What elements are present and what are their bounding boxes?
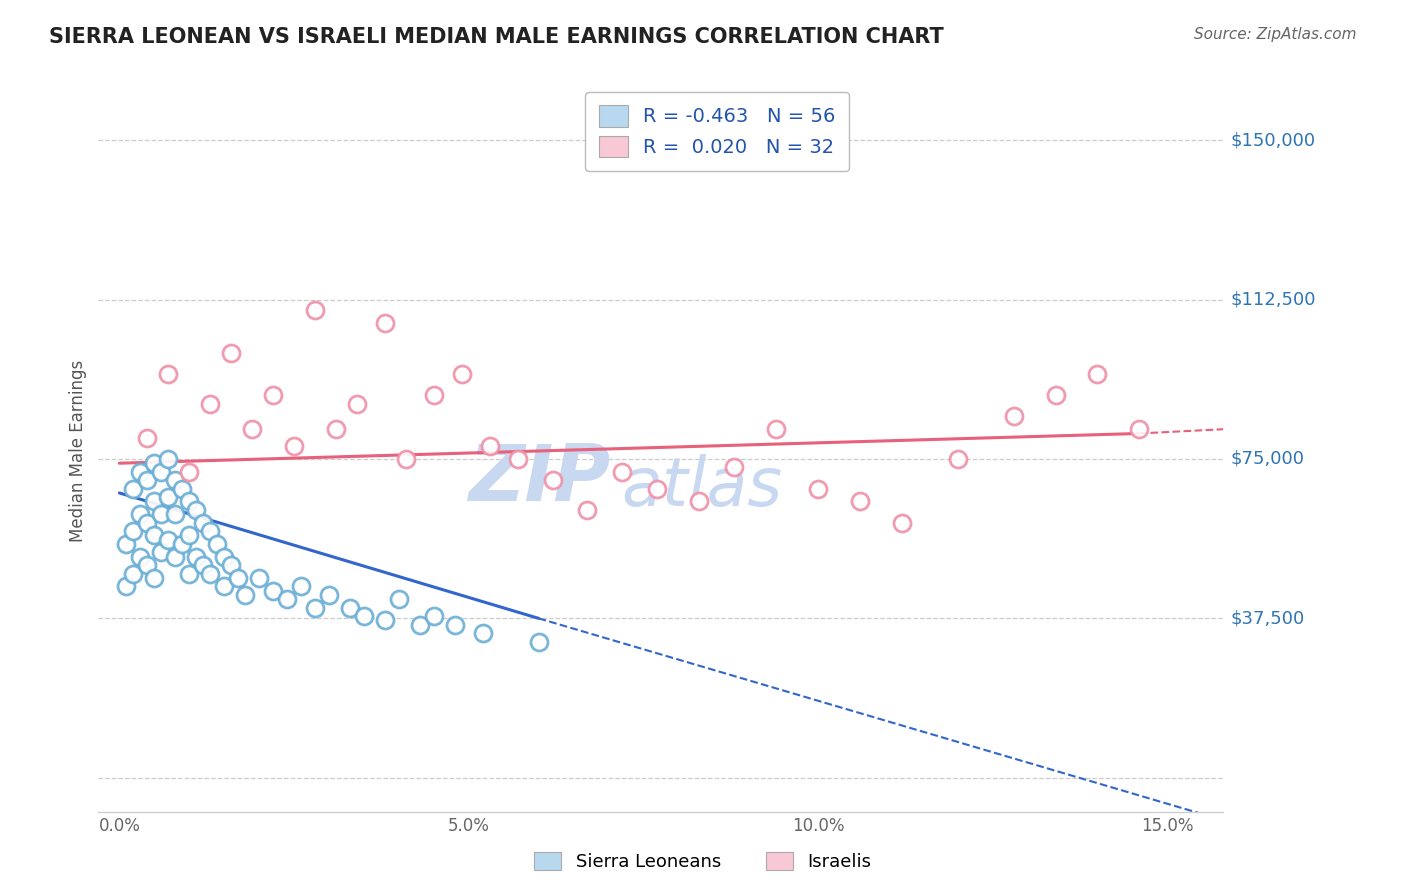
Point bbox=[219, 345, 242, 359]
Point bbox=[143, 494, 166, 508]
Point bbox=[478, 439, 501, 453]
Point bbox=[262, 583, 284, 598]
Point bbox=[165, 549, 187, 564]
Text: $37,500: $37,500 bbox=[1230, 609, 1305, 627]
Point bbox=[527, 634, 550, 648]
Point bbox=[212, 579, 235, 593]
Point bbox=[172, 482, 194, 496]
Point bbox=[723, 460, 745, 475]
Text: atlas: atlas bbox=[621, 454, 783, 519]
Point bbox=[179, 528, 201, 542]
Point bbox=[1128, 422, 1150, 436]
Point bbox=[409, 617, 432, 632]
Point bbox=[205, 537, 228, 551]
Point bbox=[150, 545, 173, 559]
Point bbox=[212, 549, 235, 564]
Point bbox=[240, 422, 263, 436]
Point bbox=[353, 609, 375, 624]
Point bbox=[450, 367, 472, 381]
Point bbox=[186, 503, 208, 517]
Point bbox=[115, 579, 138, 593]
Point bbox=[200, 397, 222, 411]
Point bbox=[946, 452, 969, 467]
Point bbox=[283, 439, 305, 453]
Point bbox=[807, 482, 830, 496]
Point bbox=[612, 465, 634, 479]
Point bbox=[136, 516, 159, 530]
Point bbox=[165, 473, 187, 487]
Point bbox=[179, 494, 201, 508]
Legend: Sierra Leoneans, Israelis: Sierra Leoneans, Israelis bbox=[527, 845, 879, 879]
Point bbox=[226, 571, 249, 585]
Point bbox=[388, 592, 411, 607]
Point bbox=[179, 465, 201, 479]
Point bbox=[136, 431, 159, 445]
Point bbox=[129, 465, 152, 479]
Point bbox=[157, 452, 180, 467]
Point bbox=[122, 524, 145, 539]
Point bbox=[1087, 367, 1109, 381]
Point bbox=[193, 516, 215, 530]
Point bbox=[346, 397, 368, 411]
Point bbox=[200, 524, 222, 539]
Point bbox=[136, 473, 159, 487]
Point bbox=[115, 537, 138, 551]
Text: $112,500: $112,500 bbox=[1230, 291, 1316, 309]
Point bbox=[157, 490, 180, 504]
Point bbox=[304, 600, 326, 615]
Point bbox=[1002, 409, 1025, 424]
Point bbox=[219, 558, 242, 573]
Point bbox=[471, 626, 494, 640]
Point bbox=[143, 571, 166, 585]
Point bbox=[374, 614, 396, 628]
Point bbox=[423, 609, 446, 624]
Text: $75,000: $75,000 bbox=[1230, 450, 1305, 468]
Legend: R = -0.463   N = 56, R =  0.020   N = 32: R = -0.463 N = 56, R = 0.020 N = 32 bbox=[585, 92, 849, 171]
Point bbox=[325, 422, 347, 436]
Point bbox=[150, 465, 173, 479]
Point bbox=[1045, 388, 1067, 402]
Text: ZIP: ZIP bbox=[468, 442, 610, 517]
Text: $150,000: $150,000 bbox=[1230, 131, 1316, 149]
Point bbox=[688, 494, 710, 508]
Point bbox=[262, 388, 284, 402]
Point bbox=[374, 316, 396, 330]
Point bbox=[165, 507, 187, 521]
Point bbox=[122, 566, 145, 581]
Point bbox=[157, 367, 180, 381]
Point bbox=[157, 533, 180, 547]
Point bbox=[122, 482, 145, 496]
Point bbox=[179, 566, 201, 581]
Point bbox=[276, 592, 298, 607]
Point bbox=[576, 503, 599, 517]
Point bbox=[129, 549, 152, 564]
Point bbox=[318, 588, 340, 602]
Point bbox=[247, 571, 270, 585]
Point bbox=[890, 516, 912, 530]
Point bbox=[172, 537, 194, 551]
Point bbox=[849, 494, 872, 508]
Text: Source: ZipAtlas.com: Source: ZipAtlas.com bbox=[1194, 27, 1357, 42]
Point bbox=[647, 482, 669, 496]
Point bbox=[136, 558, 159, 573]
Point bbox=[290, 579, 312, 593]
Point bbox=[304, 303, 326, 318]
Point bbox=[150, 507, 173, 521]
Point bbox=[339, 600, 361, 615]
Point bbox=[443, 617, 465, 632]
Point bbox=[186, 549, 208, 564]
Point bbox=[506, 452, 529, 467]
Text: SIERRA LEONEAN VS ISRAELI MEDIAN MALE EARNINGS CORRELATION CHART: SIERRA LEONEAN VS ISRAELI MEDIAN MALE EA… bbox=[49, 27, 943, 46]
Point bbox=[129, 507, 152, 521]
Point bbox=[193, 558, 215, 573]
Point bbox=[143, 528, 166, 542]
Y-axis label: Median Male Earnings: Median Male Earnings bbox=[69, 359, 87, 541]
Point bbox=[541, 473, 564, 487]
Point bbox=[143, 456, 166, 470]
Point bbox=[423, 388, 446, 402]
Point bbox=[765, 422, 787, 436]
Point bbox=[200, 566, 222, 581]
Point bbox=[395, 452, 418, 467]
Point bbox=[233, 588, 256, 602]
